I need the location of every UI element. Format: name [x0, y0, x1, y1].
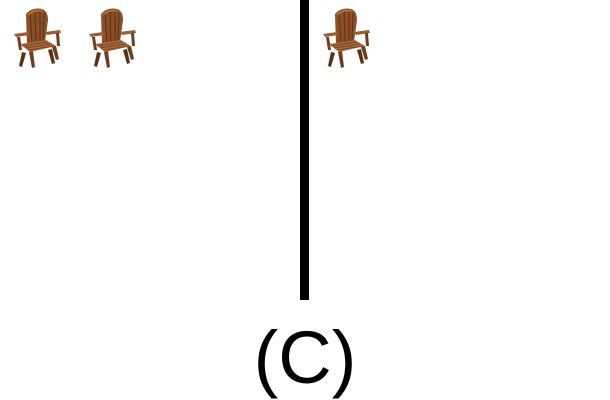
adirondack-chair-icon	[321, 6, 373, 70]
left-panel	[0, 0, 300, 300]
right-panel	[310, 0, 610, 300]
adirondack-chair-icon	[87, 6, 139, 70]
option-label: (C)	[253, 316, 357, 399]
vertical-divider	[300, 0, 309, 300]
adirondack-chair-icon	[12, 6, 64, 70]
